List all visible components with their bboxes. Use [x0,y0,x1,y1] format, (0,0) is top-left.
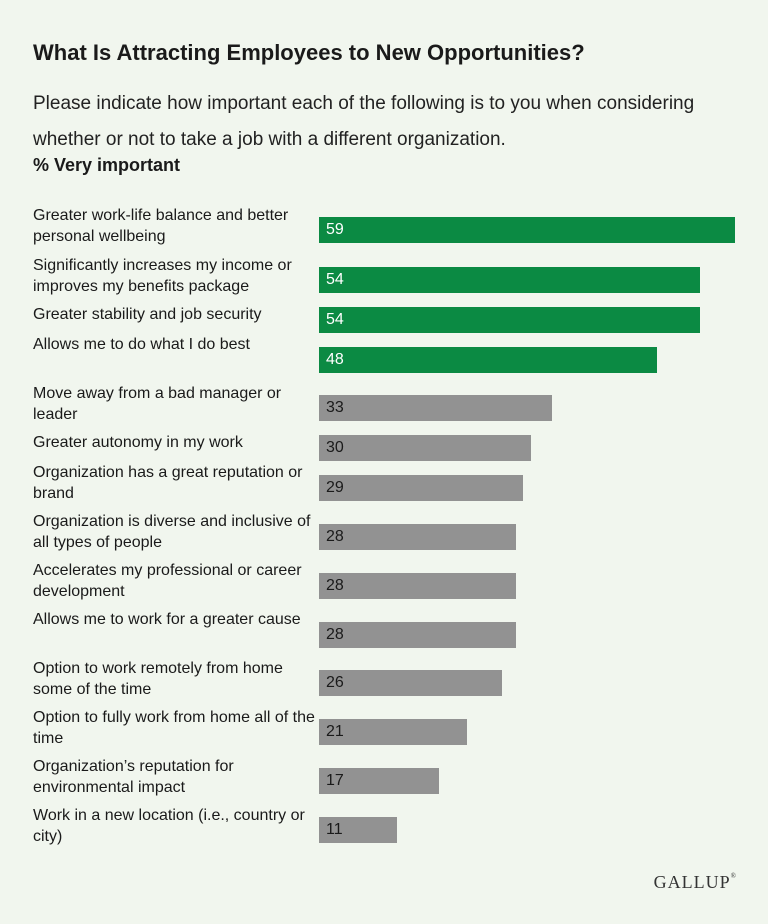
bar [319,347,657,373]
data-label: 30 [326,439,344,456]
bar [319,817,397,843]
bar [319,307,700,333]
category-label: Greater stability and job security [33,306,262,323]
data-label: 28 [326,528,344,545]
chart-title: What Is Attracting Employees to New Oppo… [33,40,585,65]
registered-mark: ® [730,872,736,880]
category-label: Option to fully work from home all of th… [33,709,315,747]
category-label: Work in a new location (i.e., country or… [33,807,305,845]
data-label: 28 [326,626,344,643]
bar [319,719,467,745]
data-label: 54 [326,311,344,328]
bar [319,670,502,696]
category-label: Organization’s reputation for environmen… [33,758,234,796]
data-label: 17 [326,772,344,789]
bar [319,524,516,550]
category-label: Organization has a great reputation or b… [33,464,303,502]
gallup-logo: GALLUP® [654,872,736,893]
category-label: Organization is diverse and inclusive of… [33,513,311,551]
category-label: Greater autonomy in my work [33,434,243,451]
data-label: 21 [326,723,344,740]
data-label: 54 [326,271,344,288]
brand-name: GALLUP [653,872,731,892]
bar [319,475,523,501]
bar [319,217,735,243]
data-label: 48 [326,351,344,368]
bar [319,573,516,599]
data-label: 26 [326,674,344,691]
data-label: 59 [326,221,344,238]
category-label: Significantly increases my income or imp… [33,257,292,295]
category-label: Accelerates my professional or career de… [33,562,302,600]
data-label: 29 [326,479,344,496]
measure-label: % Very important [33,155,181,175]
category-label: Allows me to do what I do best [33,336,250,353]
category-label: Greater work-life balance and better per… [33,207,289,245]
bar [319,768,439,794]
data-label: 11 [326,821,343,838]
chart-subtitle: Please indicate how important each of th… [33,93,695,150]
category-label: Move away from a bad manager or leader [33,385,282,423]
category-label: Allows me to work for a greater cause [33,611,301,628]
data-label: 28 [326,577,344,594]
bar [319,267,700,293]
category-label: Option to work remotely from home some o… [33,660,283,698]
bar [319,395,552,421]
bar [319,622,516,648]
bar [319,435,531,461]
data-label: 33 [326,399,344,416]
